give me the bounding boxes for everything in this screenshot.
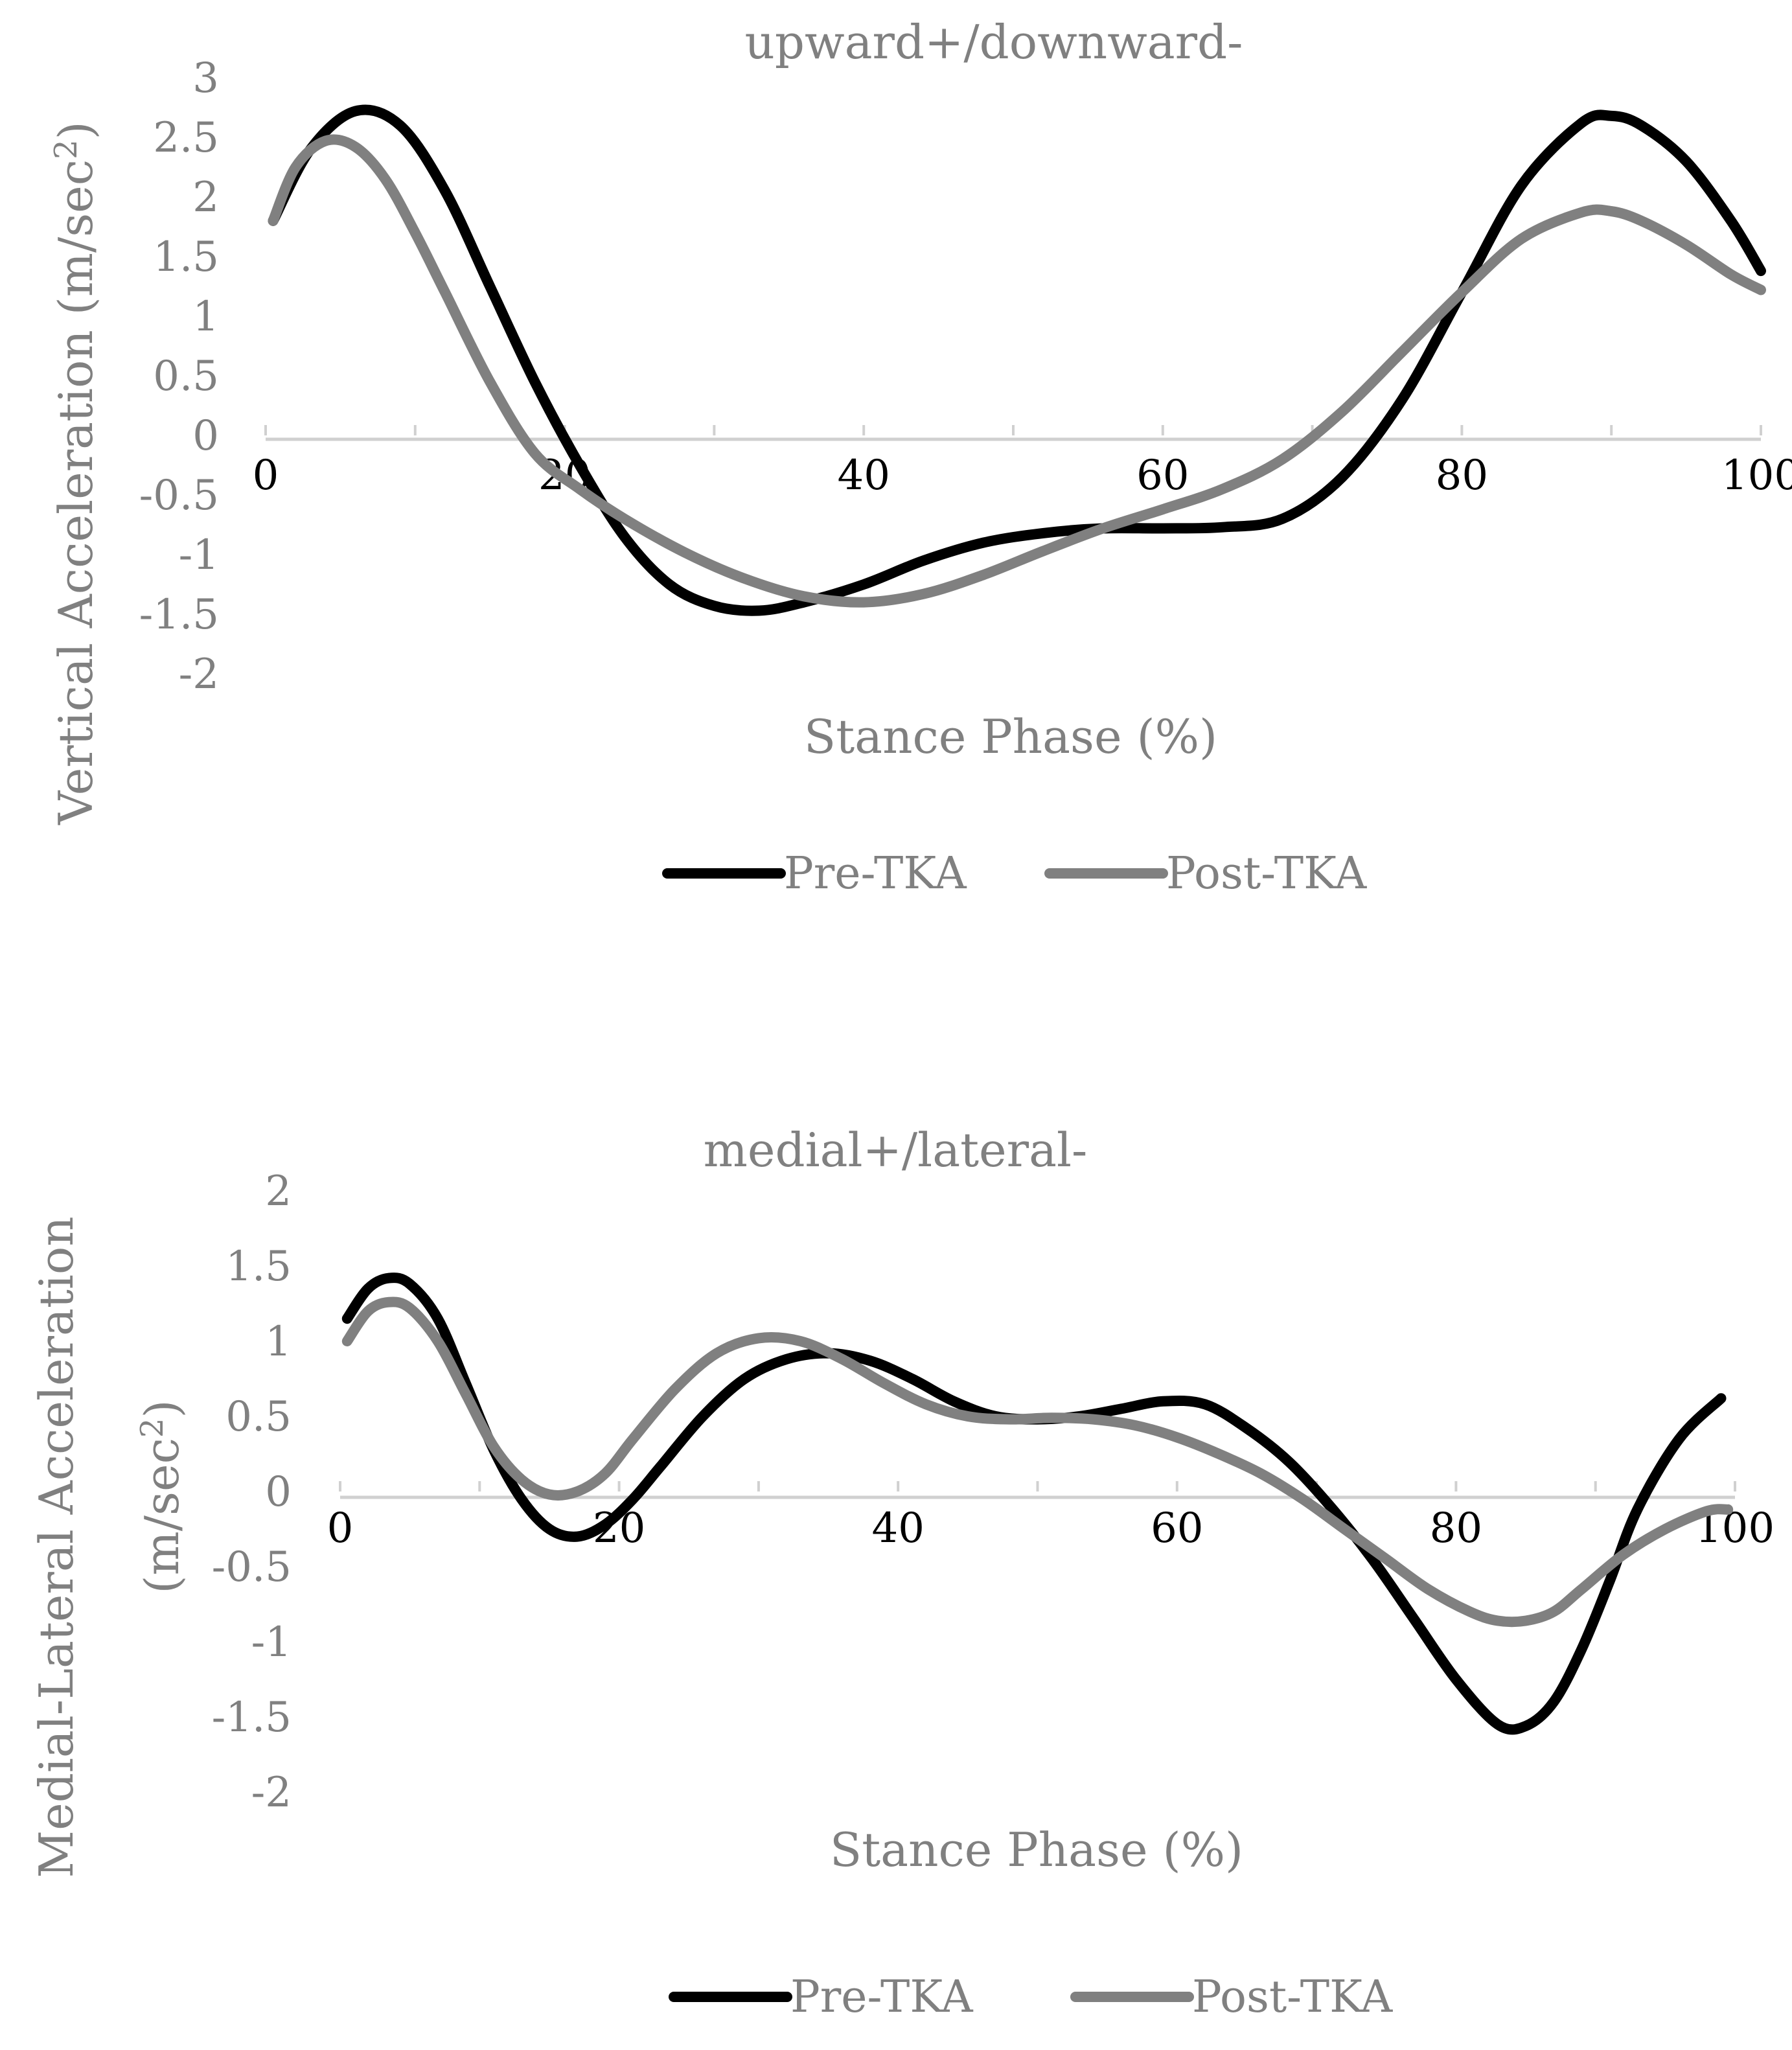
y-axis-title-superscript: 2 xyxy=(134,1418,170,1438)
y-tick-label: 0 xyxy=(265,1468,292,1516)
y-tick-label: -2 xyxy=(251,1769,292,1817)
legend-label-post-tka: Post-TKA xyxy=(1166,848,1367,899)
y-tick-label: 1 xyxy=(192,293,219,341)
y-tick-label: 0 xyxy=(192,412,219,460)
y-axis-title-close: ) xyxy=(49,121,103,139)
y-axis-title-line1: Medial-Lateral Acceleration xyxy=(29,1216,84,1878)
y-tick-label: -1.5 xyxy=(139,591,219,639)
x-tick-label: 40 xyxy=(837,452,890,500)
y-axis-ticks: 2 1.5 1 0.5 0 -0.5 -1 -1.5 -2 xyxy=(212,1168,292,1817)
y-tick-label: -0.5 xyxy=(212,1543,292,1591)
x-tick-label: 60 xyxy=(1151,1504,1203,1552)
chart-title: upward+/downward- xyxy=(745,15,1243,69)
y-tick-label: 2 xyxy=(265,1168,292,1215)
y-axis-title-close: ) xyxy=(135,1399,189,1418)
y-tick-label: 0.5 xyxy=(225,1393,292,1441)
x-tick-label: 80 xyxy=(1430,1504,1482,1552)
plot-area xyxy=(268,104,1766,616)
legend: Pre-TKA Post-TKA xyxy=(662,848,1367,899)
x-tick-label: 60 xyxy=(1136,452,1189,500)
y-axis-title-main: Vertical Acceleration (m/sec xyxy=(49,159,103,825)
y-tick-label: 1 xyxy=(265,1318,292,1366)
y-tick-label: 3 xyxy=(192,54,219,102)
y-tick-label: 0.5 xyxy=(153,352,219,400)
chart-medial-lateral: medial+/lateral- 2 1.5 1 0.5 0 -0.5 -1 -1.5 -2 0… xyxy=(29,1123,1775,2023)
legend: Pre-TKA Post-TKA xyxy=(669,1972,1393,2023)
x-tick-label: 40 xyxy=(871,1504,924,1552)
y-axis-ticks: 3 2.5 2 1.5 1 0.5 0 -0.5 -1 -1.5 -2 xyxy=(139,54,219,698)
y-tick-label: -2 xyxy=(179,651,219,698)
y-tick-label: -1 xyxy=(179,531,219,579)
y-axis-title-units-main: (m/sec xyxy=(135,1438,189,1594)
x-tick-label: 100 xyxy=(1721,452,1792,500)
legend-label-pre-tka: Pre-TKA xyxy=(790,1972,973,2023)
y-tick-label: 2 xyxy=(192,174,219,222)
y-axis-title: Vertical Acceleration (m/sec2) xyxy=(48,121,103,825)
series-line-post-tka xyxy=(341,1296,1734,1628)
x-axis-tickmarks xyxy=(264,425,1762,435)
x-axis-ticks: 0 20 40 60 80 100 xyxy=(253,452,1792,500)
chart-title: medial+/lateral- xyxy=(704,1123,1088,1177)
y-tick-label: 1.5 xyxy=(153,233,219,281)
x-tick-label: 80 xyxy=(1436,452,1488,500)
plot-area xyxy=(341,1273,1734,1735)
series-line-post-tka xyxy=(268,134,1766,608)
y-axis-title-superscript: 2 xyxy=(48,139,84,159)
y-tick-label: 2.5 xyxy=(153,114,219,162)
x-axis-title: Stance Phase (%) xyxy=(804,709,1217,764)
series-line-pre-tka xyxy=(268,104,1766,616)
y-tick-label: 1.5 xyxy=(225,1243,292,1291)
legend-label-post-tka: Post-TKA xyxy=(1192,1972,1393,2023)
x-axis-title: Stance Phase (%) xyxy=(830,1823,1243,1877)
y-tick-label: -1.5 xyxy=(212,1694,292,1742)
y-tick-label: -0.5 xyxy=(139,472,219,520)
legend-label-pre-tka: Pre-TKA xyxy=(784,848,967,899)
x-tick-label: 0 xyxy=(327,1504,354,1552)
y-axis-title-units: (m/sec2) xyxy=(134,1399,189,1593)
series-line-pre-tka xyxy=(341,1273,1727,1735)
x-tick-label: 0 xyxy=(253,452,279,500)
y-axis-title: Medial-Lateral Acceleration xyxy=(29,1216,84,1878)
y-tick-label: -1 xyxy=(251,1618,292,1666)
chart-vertical: upward+/downward- 3 2.5 2 1.5 1 0.5 0 -0.5 -1 -1.… xyxy=(48,15,1792,899)
